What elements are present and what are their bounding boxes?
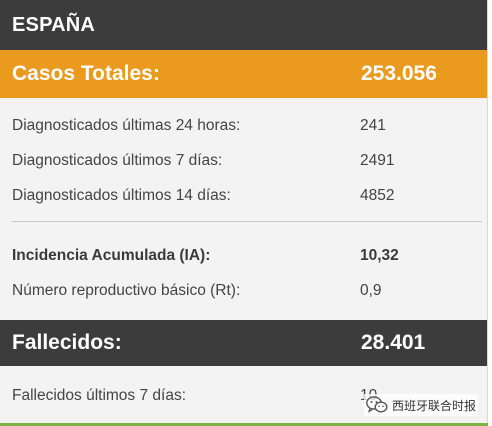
spacer: [0, 308, 487, 320]
spacer: [0, 98, 487, 108]
incidence-row: Incidencia Acumulada (IA): 10,32: [0, 238, 487, 273]
divider: [12, 221, 482, 222]
stat-label: Diagnosticados últimos 14 días:: [12, 187, 231, 204]
watermark: 西班牙联合时报: [364, 394, 479, 416]
stat-row: Diagnosticados últimas 24 horas: 241: [0, 108, 487, 143]
stat-value: 4852: [360, 187, 395, 204]
stat-label: Diagnosticados últimas 24 horas:: [12, 117, 241, 134]
spacer: [0, 366, 487, 378]
total-cases-label: Casos Totales:: [12, 62, 160, 85]
total-cases-band: Casos Totales: 253.056: [0, 50, 487, 98]
deaths-label: Fallecidos:: [12, 331, 122, 354]
deaths-band: Fallecidos: 28.401: [0, 320, 487, 366]
stat-value: 2491: [360, 152, 395, 169]
header-title: ESPAÑA: [12, 14, 96, 36]
incidence-label: Incidencia Acumulada (IA):: [12, 247, 211, 264]
wechat-icon: [366, 396, 388, 414]
rt-value: 0,9: [360, 282, 382, 299]
rt-row: Número reproductivo básico (Rt): 0,9: [0, 273, 487, 308]
stat-row: Diagnosticados últimos 14 días: 4852: [0, 178, 487, 213]
incidence-value: 10,32: [360, 247, 399, 264]
rt-label: Número reproductivo básico (Rt):: [12, 282, 241, 299]
stat-label: Diagnosticados últimos 7 días:: [12, 152, 223, 169]
stat-label: Fallecidos últimos 7 días:: [12, 387, 187, 404]
watermark-text: 西班牙联合时报: [392, 398, 477, 413]
card-header: ESPAÑA: [0, 0, 487, 50]
spacer: [0, 222, 487, 238]
stat-value: 241: [360, 117, 386, 134]
deaths-value: 28.401: [361, 331, 426, 354]
stat-row: Diagnosticados últimos 7 días: 2491: [0, 143, 487, 178]
bottom-accent-line: [0, 423, 488, 426]
total-cases-value: 253.056: [361, 62, 437, 85]
